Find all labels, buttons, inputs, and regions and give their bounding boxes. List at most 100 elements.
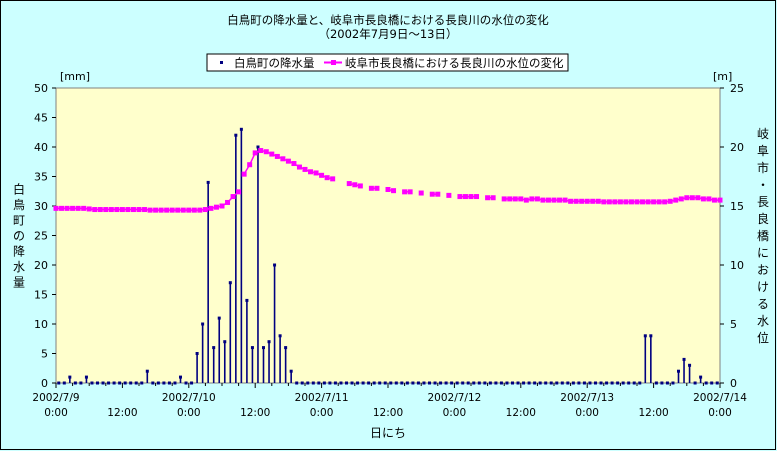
water-level-point: [523, 197, 529, 203]
rain-point: [267, 340, 271, 344]
water-level-point: [75, 205, 81, 211]
water-level-segment: [56, 191, 240, 211]
y-ticks-right: 0 5 10 15 20 25: [720, 82, 744, 390]
water-level-point: [446, 192, 452, 198]
rain-point: [549, 381, 553, 385]
rain-point: [411, 381, 415, 385]
legend-label-water: 岐阜市長良橋における長良川の水位の変化: [345, 56, 564, 70]
water-level-point: [568, 198, 574, 204]
rain-point: [394, 381, 398, 385]
y-tick-left-label: 35: [34, 171, 48, 184]
water-level-point: [645, 199, 651, 205]
rain-point: [682, 357, 686, 361]
rain-point: [361, 381, 365, 385]
water-level-point: [695, 195, 701, 201]
rain-point: [90, 381, 94, 385]
water-level-point: [601, 199, 607, 205]
water-level-point: [711, 197, 717, 203]
water-level-point: [391, 188, 397, 194]
water-level-point: [241, 171, 247, 177]
rain-point: [223, 340, 227, 344]
rain-point: [256, 145, 260, 149]
rain-point: [643, 334, 647, 338]
axis-label-char: 量: [13, 276, 25, 290]
water-level-point: [219, 203, 225, 209]
rain-point: [461, 381, 465, 385]
y-tick-left-label: 45: [34, 112, 48, 125]
axis-label-char: 降: [13, 245, 25, 259]
water-level-point: [573, 198, 579, 204]
rain-point: [306, 381, 310, 385]
rain-point: [416, 381, 420, 385]
water-level-point: [540, 197, 546, 203]
axis-label-char: 橋: [757, 229, 769, 243]
rain-point: [477, 381, 481, 385]
rain-point: [57, 381, 61, 385]
rain-point: [571, 381, 575, 385]
legend-marker-water: [331, 60, 336, 65]
water-level-point: [584, 198, 590, 204]
rain-point: [79, 381, 83, 385]
water-level-point: [407, 189, 413, 195]
water-level-point: [86, 206, 92, 212]
water-level-point: [590, 198, 596, 204]
rain-point: [494, 381, 498, 385]
axis-label-char: お: [757, 263, 769, 277]
water-level-point: [114, 207, 120, 213]
water-level-point: [612, 199, 618, 205]
rain-point: [472, 381, 476, 385]
water-level-point: [518, 196, 524, 202]
water-level-point: [485, 195, 491, 201]
water-level-point: [191, 207, 197, 213]
water-level-point: [313, 170, 319, 176]
rain-point: [118, 381, 122, 385]
rain-point: [588, 381, 592, 385]
y-tick-right-label: 15: [730, 200, 744, 213]
rain-point: [533, 381, 537, 385]
water-level-point: [202, 207, 208, 213]
rain-point: [300, 381, 304, 385]
rain-point: [422, 381, 426, 385]
rain-point: [665, 381, 669, 385]
rain-bars: [57, 127, 719, 385]
water-level-point: [302, 166, 308, 172]
axis-label-char: 長: [757, 195, 769, 209]
water-level-point: [319, 172, 325, 178]
rain-point: [466, 381, 470, 385]
rain-point: [715, 381, 719, 385]
chart-subtitle: （2002年7月9日～13日）: [318, 27, 457, 41]
rain-point: [217, 316, 221, 320]
y-tick-left-label: 5: [41, 348, 48, 361]
axis-label-char: 水: [757, 314, 769, 328]
rain-point: [167, 381, 171, 385]
x-tick-time: 12:00: [373, 407, 403, 419]
rain-point: [522, 381, 526, 385]
water-level-point: [308, 169, 314, 175]
rain-point: [367, 381, 371, 385]
water-level-point: [153, 207, 159, 213]
rain-point: [699, 375, 703, 379]
unit-right: [m]: [713, 70, 732, 83]
axis-label-char: 鳥: [13, 197, 25, 212]
rain-point: [311, 381, 315, 385]
rain-point: [671, 381, 675, 385]
water-level-line: [53, 148, 723, 213]
water-level-point: [285, 158, 291, 164]
water-level-point: [158, 207, 164, 213]
y-tick-left-label: 30: [34, 200, 48, 213]
rain-point: [112, 381, 116, 385]
x-tick-time: 0:00: [575, 407, 599, 419]
rain-point: [649, 334, 653, 338]
rain-point: [73, 381, 77, 385]
water-level-point: [119, 207, 125, 213]
rain-point: [505, 381, 509, 385]
x-tick-time: 0:00: [310, 407, 334, 419]
rain-point: [184, 381, 188, 385]
rain-point: [328, 381, 332, 385]
rain-point: [594, 381, 597, 385]
water-level-point: [579, 198, 585, 204]
water-level-point: [197, 207, 203, 213]
rain-point: [322, 381, 326, 385]
rain-point: [345, 381, 348, 385]
